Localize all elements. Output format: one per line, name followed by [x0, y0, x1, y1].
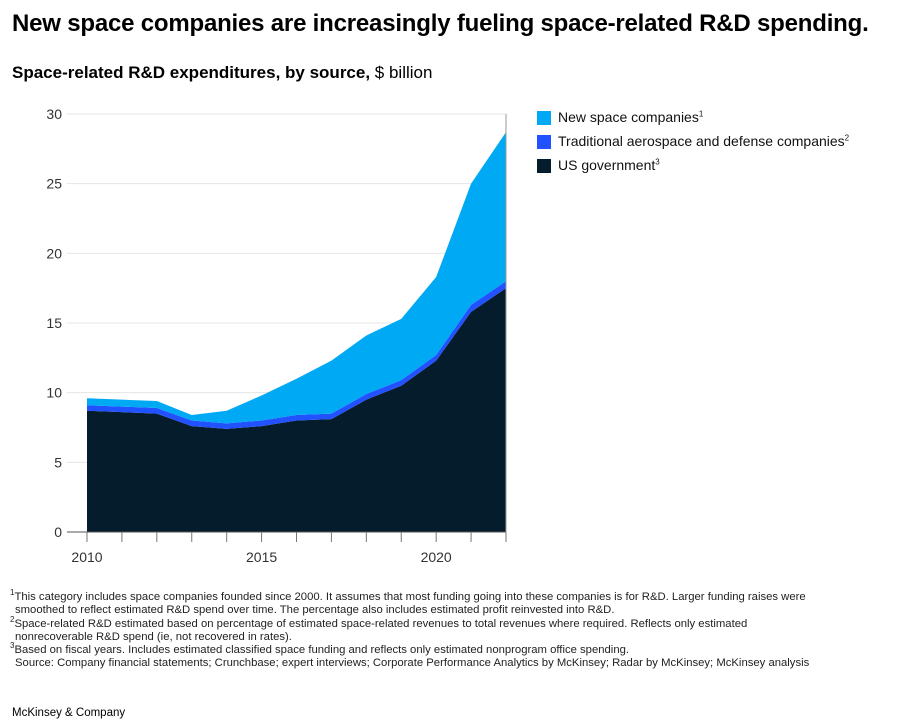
axes — [67, 114, 507, 542]
footnotes: 1This category includes space companies … — [10, 588, 890, 671]
y-tick-label: 25 — [46, 176, 62, 192]
footnote-mark: 1 — [10, 588, 15, 598]
x-tick-label: 2020 — [421, 549, 452, 565]
legend-label-us-government: US government — [558, 157, 656, 173]
stacked-area-chart: 0 5 10 15 20 25 30 2010 2015 2020 — [46, 106, 507, 565]
y-tick-label: 15 — [46, 315, 62, 331]
source-note: Source: Company financial statements; Cr… — [15, 657, 810, 670]
footnote-text: Based on fiscal years. Includes estimate… — [14, 644, 630, 657]
footnote-mark: 2 — [10, 614, 15, 624]
chart-headline: New space companies are increasingly fue… — [12, 10, 869, 37]
footnote-text: Space-related R&D estimated based on per… — [14, 617, 748, 630]
x-tick-label: 2015 — [246, 549, 277, 565]
y-tick-label: 0 — [54, 524, 62, 540]
legend-swatch-new-space — [537, 111, 551, 125]
footnote-1-cont: smoothed to reflect estimated R&D spend … — [15, 604, 615, 617]
legend-footnote-mark: 3 — [655, 157, 660, 167]
legend-label-traditional: Traditional aerospace and defense compan… — [558, 133, 845, 149]
y-tick-label: 10 — [46, 385, 62, 401]
y-tick-label: 30 — [46, 106, 62, 122]
tick-labels: 0 5 10 15 20 25 30 2010 2015 2020 — [46, 106, 452, 565]
footnote-mark: 3 — [10, 641, 15, 651]
legend-swatch-traditional — [537, 135, 551, 149]
y-tick-label: 5 — [54, 454, 62, 470]
area-series-new-space-companies — [87, 132, 506, 424]
footnote-3: 3Based on fiscal years. Includes estimat… — [10, 641, 890, 657]
legend-swatch-us-government — [537, 159, 551, 173]
chart-subtitle: Space-related R&D expenditures, by sourc… — [12, 63, 432, 83]
y-tick-label: 20 — [46, 245, 62, 261]
footnote-2: 2Space-related R&D estimated based on pe… — [10, 614, 890, 631]
subtitle-unit: $ billion — [374, 63, 433, 82]
footnote-2-cont: nonrecoverable R&D spend (ie, not recove… — [15, 630, 292, 643]
area-series-us-government — [87, 288, 506, 532]
area-series — [87, 132, 506, 532]
brand-logo-text: McKinsey & Company — [12, 707, 126, 719]
x-tick-label: 2010 — [71, 549, 102, 565]
legend-label-new-space: New space companies — [558, 109, 699, 125]
subtitle-main: Space-related R&D expenditures, by sourc… — [12, 63, 371, 82]
footnote-text: This category includes space companies f… — [14, 591, 806, 603]
footnote-1: 1This category includes space companies … — [10, 588, 890, 604]
legend-footnote-mark: 2 — [844, 133, 850, 143]
legend-footnote-mark: 1 — [698, 109, 704, 119]
